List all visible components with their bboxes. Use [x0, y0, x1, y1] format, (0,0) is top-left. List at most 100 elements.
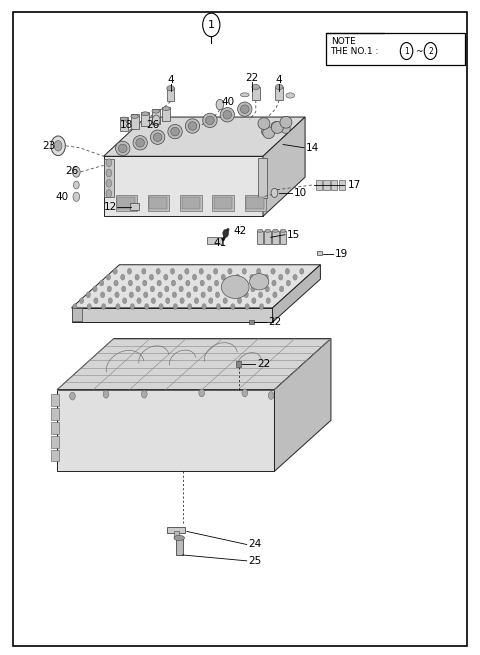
Circle shape — [271, 269, 275, 274]
Text: 25: 25 — [249, 556, 262, 566]
Circle shape — [230, 292, 234, 298]
Ellipse shape — [119, 144, 127, 153]
Text: 22: 22 — [257, 359, 270, 369]
Circle shape — [135, 274, 139, 280]
Polygon shape — [72, 308, 273, 322]
Text: 4: 4 — [276, 75, 283, 85]
Circle shape — [236, 274, 240, 280]
Text: 23: 23 — [42, 141, 55, 151]
Bar — [252, 87, 260, 100]
Circle shape — [199, 389, 204, 397]
Text: 15: 15 — [287, 230, 300, 240]
Bar — [167, 88, 174, 102]
Bar — [213, 195, 234, 211]
Bar — [258, 158, 267, 198]
Circle shape — [278, 274, 283, 280]
Text: 26: 26 — [147, 120, 160, 130]
Circle shape — [108, 298, 112, 304]
Bar — [264, 231, 271, 244]
Circle shape — [228, 269, 232, 274]
Circle shape — [87, 304, 91, 310]
Ellipse shape — [171, 127, 180, 136]
Circle shape — [259, 304, 264, 310]
Ellipse shape — [257, 229, 263, 233]
Circle shape — [121, 286, 126, 292]
Circle shape — [164, 274, 168, 280]
Circle shape — [194, 298, 199, 304]
Bar — [246, 197, 264, 209]
Circle shape — [120, 274, 125, 280]
Text: 14: 14 — [306, 143, 319, 153]
Circle shape — [93, 286, 97, 292]
Bar — [176, 538, 182, 555]
Ellipse shape — [150, 130, 165, 144]
Circle shape — [51, 136, 65, 156]
Circle shape — [192, 274, 197, 280]
Bar — [181, 197, 200, 209]
Polygon shape — [263, 117, 305, 216]
Bar — [338, 179, 345, 190]
Circle shape — [151, 298, 156, 304]
Circle shape — [208, 286, 212, 292]
Circle shape — [186, 280, 190, 286]
Ellipse shape — [221, 276, 249, 299]
Text: 26: 26 — [65, 166, 79, 176]
Text: 4: 4 — [167, 75, 174, 85]
Bar — [180, 195, 202, 211]
Text: 22: 22 — [268, 317, 281, 328]
Ellipse shape — [162, 107, 170, 111]
Circle shape — [252, 298, 256, 304]
Circle shape — [142, 390, 147, 398]
Circle shape — [113, 269, 117, 274]
Circle shape — [149, 274, 154, 280]
Ellipse shape — [152, 109, 159, 113]
Circle shape — [245, 304, 249, 310]
Circle shape — [122, 298, 127, 304]
Ellipse shape — [240, 93, 249, 97]
Circle shape — [107, 286, 111, 292]
Circle shape — [79, 298, 84, 304]
Circle shape — [244, 292, 248, 298]
Bar — [331, 179, 337, 190]
Circle shape — [170, 269, 175, 274]
Text: NOTE: NOTE — [331, 37, 356, 46]
Polygon shape — [72, 265, 321, 308]
Circle shape — [178, 274, 182, 280]
Ellipse shape — [153, 133, 162, 141]
Circle shape — [201, 292, 205, 298]
Ellipse shape — [116, 141, 130, 156]
Text: 41: 41 — [213, 238, 227, 248]
Ellipse shape — [168, 124, 182, 139]
Ellipse shape — [273, 229, 278, 233]
Circle shape — [99, 280, 104, 286]
Text: 40: 40 — [222, 97, 235, 107]
Bar — [167, 527, 185, 533]
Bar — [207, 237, 222, 244]
Circle shape — [222, 286, 227, 292]
Bar — [51, 394, 59, 406]
Circle shape — [165, 286, 169, 292]
Ellipse shape — [271, 122, 283, 134]
Circle shape — [258, 292, 263, 298]
Bar — [51, 422, 59, 434]
Ellipse shape — [174, 535, 184, 540]
Circle shape — [209, 298, 213, 304]
Circle shape — [279, 286, 284, 292]
Circle shape — [216, 100, 224, 110]
Bar — [51, 450, 59, 462]
Ellipse shape — [131, 115, 139, 119]
Circle shape — [153, 115, 160, 126]
Circle shape — [101, 304, 106, 310]
Circle shape — [268, 392, 274, 400]
Circle shape — [273, 292, 277, 298]
Polygon shape — [57, 339, 331, 390]
Circle shape — [86, 292, 90, 298]
Polygon shape — [104, 117, 305, 157]
Ellipse shape — [167, 86, 174, 91]
Circle shape — [188, 304, 192, 310]
Circle shape — [286, 280, 290, 286]
Bar — [116, 195, 137, 211]
Circle shape — [179, 286, 183, 292]
Circle shape — [127, 269, 132, 274]
Bar — [323, 179, 329, 190]
